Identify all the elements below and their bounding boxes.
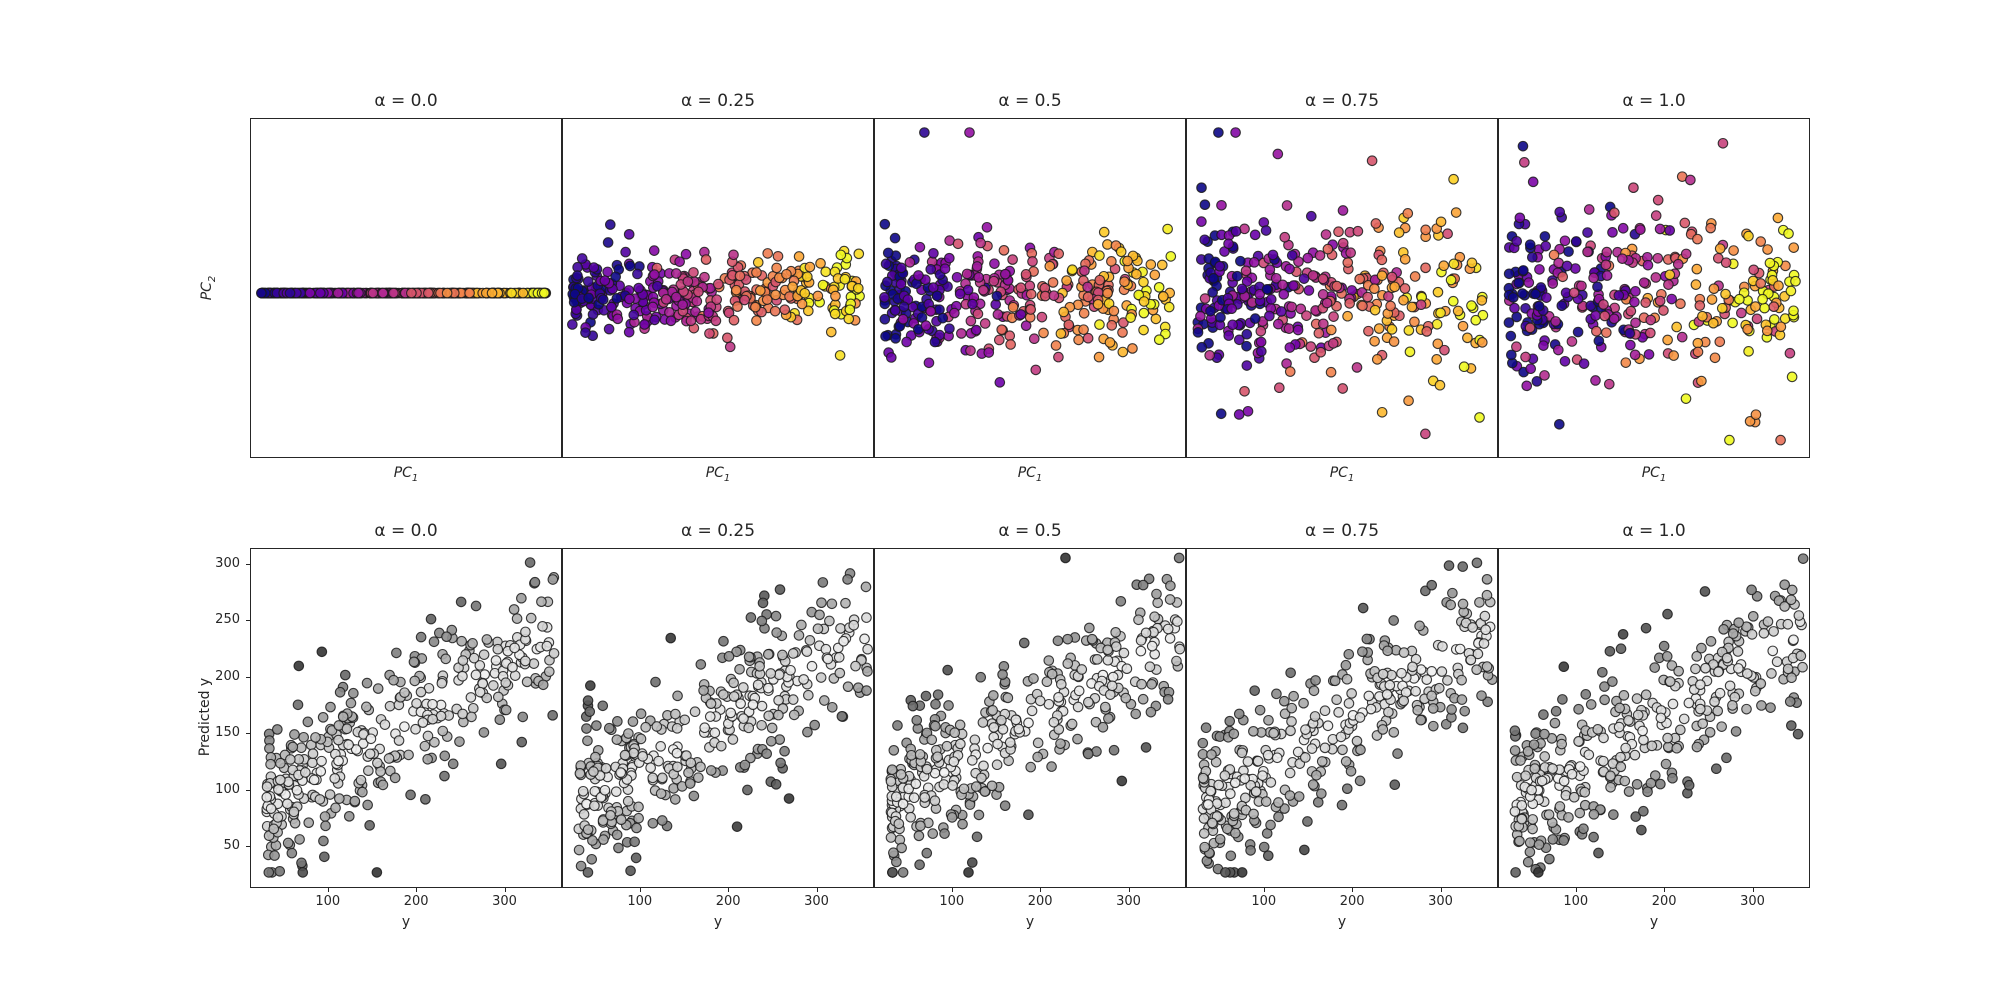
x-tick-label: 300: [1740, 894, 1765, 909]
x-tick-label: 200: [1339, 894, 1365, 909]
scatter-panel: [1186, 548, 1498, 888]
predicted-y-axis-label: Predicted y: [197, 677, 213, 757]
panel-title: α = 0.75: [1304, 91, 1380, 111]
pc1-axis-label: PC1: [562, 465, 874, 484]
pc1-axis-label-sub: 1: [1659, 472, 1667, 484]
scatter-points: [1192, 127, 1489, 440]
pc1-axis-label: PC1: [250, 465, 562, 484]
x-tick-mark: [327, 888, 329, 892]
panel-title: α = 0.25: [680, 91, 756, 111]
pc1-axis-label-sub: 1: [1347, 472, 1355, 484]
scatter-panel: [1186, 118, 1498, 458]
x-tick-label: 200: [1651, 894, 1677, 909]
scatter-panel: [562, 548, 874, 888]
panel-title: α = 0.75: [1304, 521, 1380, 541]
scatter-points: [1197, 557, 1497, 878]
scatter-points: [885, 552, 1185, 878]
panel-title: α = 0.25: [680, 521, 756, 541]
x-tick-mark: [1128, 888, 1130, 892]
y-axis-label: y: [1337, 914, 1347, 930]
scatter-panel: [562, 118, 874, 458]
x-tick-mark: [1440, 888, 1442, 892]
pc1-axis-label-sub: 1: [411, 472, 419, 484]
pc1-axis-label: PC1: [874, 465, 1186, 484]
x-tick-mark: [1263, 888, 1265, 892]
pc1-axis-label: PC1: [1186, 465, 1498, 484]
x-tick-label: 300: [1116, 894, 1141, 909]
y-axis-label: y: [1649, 914, 1659, 930]
y-axis-label: y: [1025, 914, 1035, 930]
y-tick-mark: [246, 789, 250, 791]
panel-title: α = 0.5: [998, 521, 1062, 541]
y-tick-label: 250: [215, 612, 240, 628]
x-tick-label: 100: [939, 894, 965, 909]
x-tick-label: 100: [1563, 894, 1589, 909]
x-tick-mark: [951, 888, 953, 892]
x-tick-mark: [1352, 888, 1354, 892]
pc2-axis-label-main: PC: [199, 282, 215, 301]
x-tick-label: 100: [315, 894, 341, 909]
pc2-axis-label: PC2: [193, 248, 221, 328]
pc1-axis-label-main: PC: [1641, 465, 1660, 481]
x-tick-mark: [1575, 888, 1577, 892]
x-tick-mark: [416, 888, 418, 892]
panel-title: α = 1.0: [1622, 521, 1686, 541]
scatter-points: [1509, 553, 1809, 878]
y-tick-label: 100: [215, 781, 240, 797]
scatter-points: [256, 287, 552, 299]
scatter-panel: [250, 548, 562, 888]
y-tick-mark: [246, 846, 250, 848]
scatter-points: [879, 127, 1177, 388]
panel-title: α = 1.0: [1622, 91, 1686, 111]
scatter-panel: [1498, 548, 1810, 888]
pc1-axis-label-sub: 1: [1035, 472, 1043, 484]
x-tick-label: 300: [1428, 894, 1453, 909]
scatter-panel: [874, 548, 1186, 888]
y-tick-label: 300: [215, 555, 240, 571]
y-tick-label: 150: [215, 725, 240, 741]
x-tick-label: 100: [627, 894, 653, 909]
pc2-axis-label-sub: 2: [206, 275, 218, 283]
x-tick-label: 300: [804, 894, 829, 909]
x-tick-label: 200: [715, 894, 741, 909]
x-tick-label: 200: [1027, 894, 1053, 909]
x-tick-mark: [504, 888, 506, 892]
pc1-axis-label-sub: 1: [723, 472, 731, 484]
y-axis-label: y: [401, 914, 411, 930]
pc1-axis-label: PC1: [1498, 465, 1810, 484]
y-axis-label: y: [713, 914, 723, 930]
pc1-axis-label-main: PC: [393, 465, 412, 481]
x-tick-mark: [1664, 888, 1666, 892]
scatter-panel: [250, 118, 562, 458]
scatter-points: [1503, 137, 1801, 446]
scatter-panel: [874, 118, 1186, 458]
y-tick-mark: [246, 620, 250, 622]
scatter-points: [567, 219, 865, 361]
y-tick-mark: [246, 563, 250, 565]
pc1-axis-label-main: PC: [1329, 465, 1348, 481]
scatter-panel: [1498, 118, 1810, 458]
x-tick-label: 300: [492, 894, 517, 909]
x-tick-mark: [1040, 888, 1042, 892]
x-tick-label: 200: [403, 894, 429, 909]
pc1-axis-label-main: PC: [1017, 465, 1036, 481]
pc1-axis-label-main: PC: [705, 465, 724, 481]
x-tick-label: 100: [1251, 894, 1277, 909]
x-tick-mark: [639, 888, 641, 892]
y-tick-label: 50: [223, 838, 240, 854]
y-tick-label: 200: [215, 668, 240, 684]
scatter-points: [261, 557, 560, 878]
panel-title: α = 0.0: [374, 521, 438, 541]
scatter-points: [573, 568, 873, 878]
panel-title: α = 0.0: [374, 91, 438, 111]
y-tick-mark: [246, 733, 250, 735]
x-tick-mark: [728, 888, 730, 892]
panel-title: α = 0.5: [998, 91, 1062, 111]
x-tick-mark: [1752, 888, 1754, 892]
x-tick-mark: [816, 888, 818, 892]
y-tick-mark: [246, 676, 250, 678]
